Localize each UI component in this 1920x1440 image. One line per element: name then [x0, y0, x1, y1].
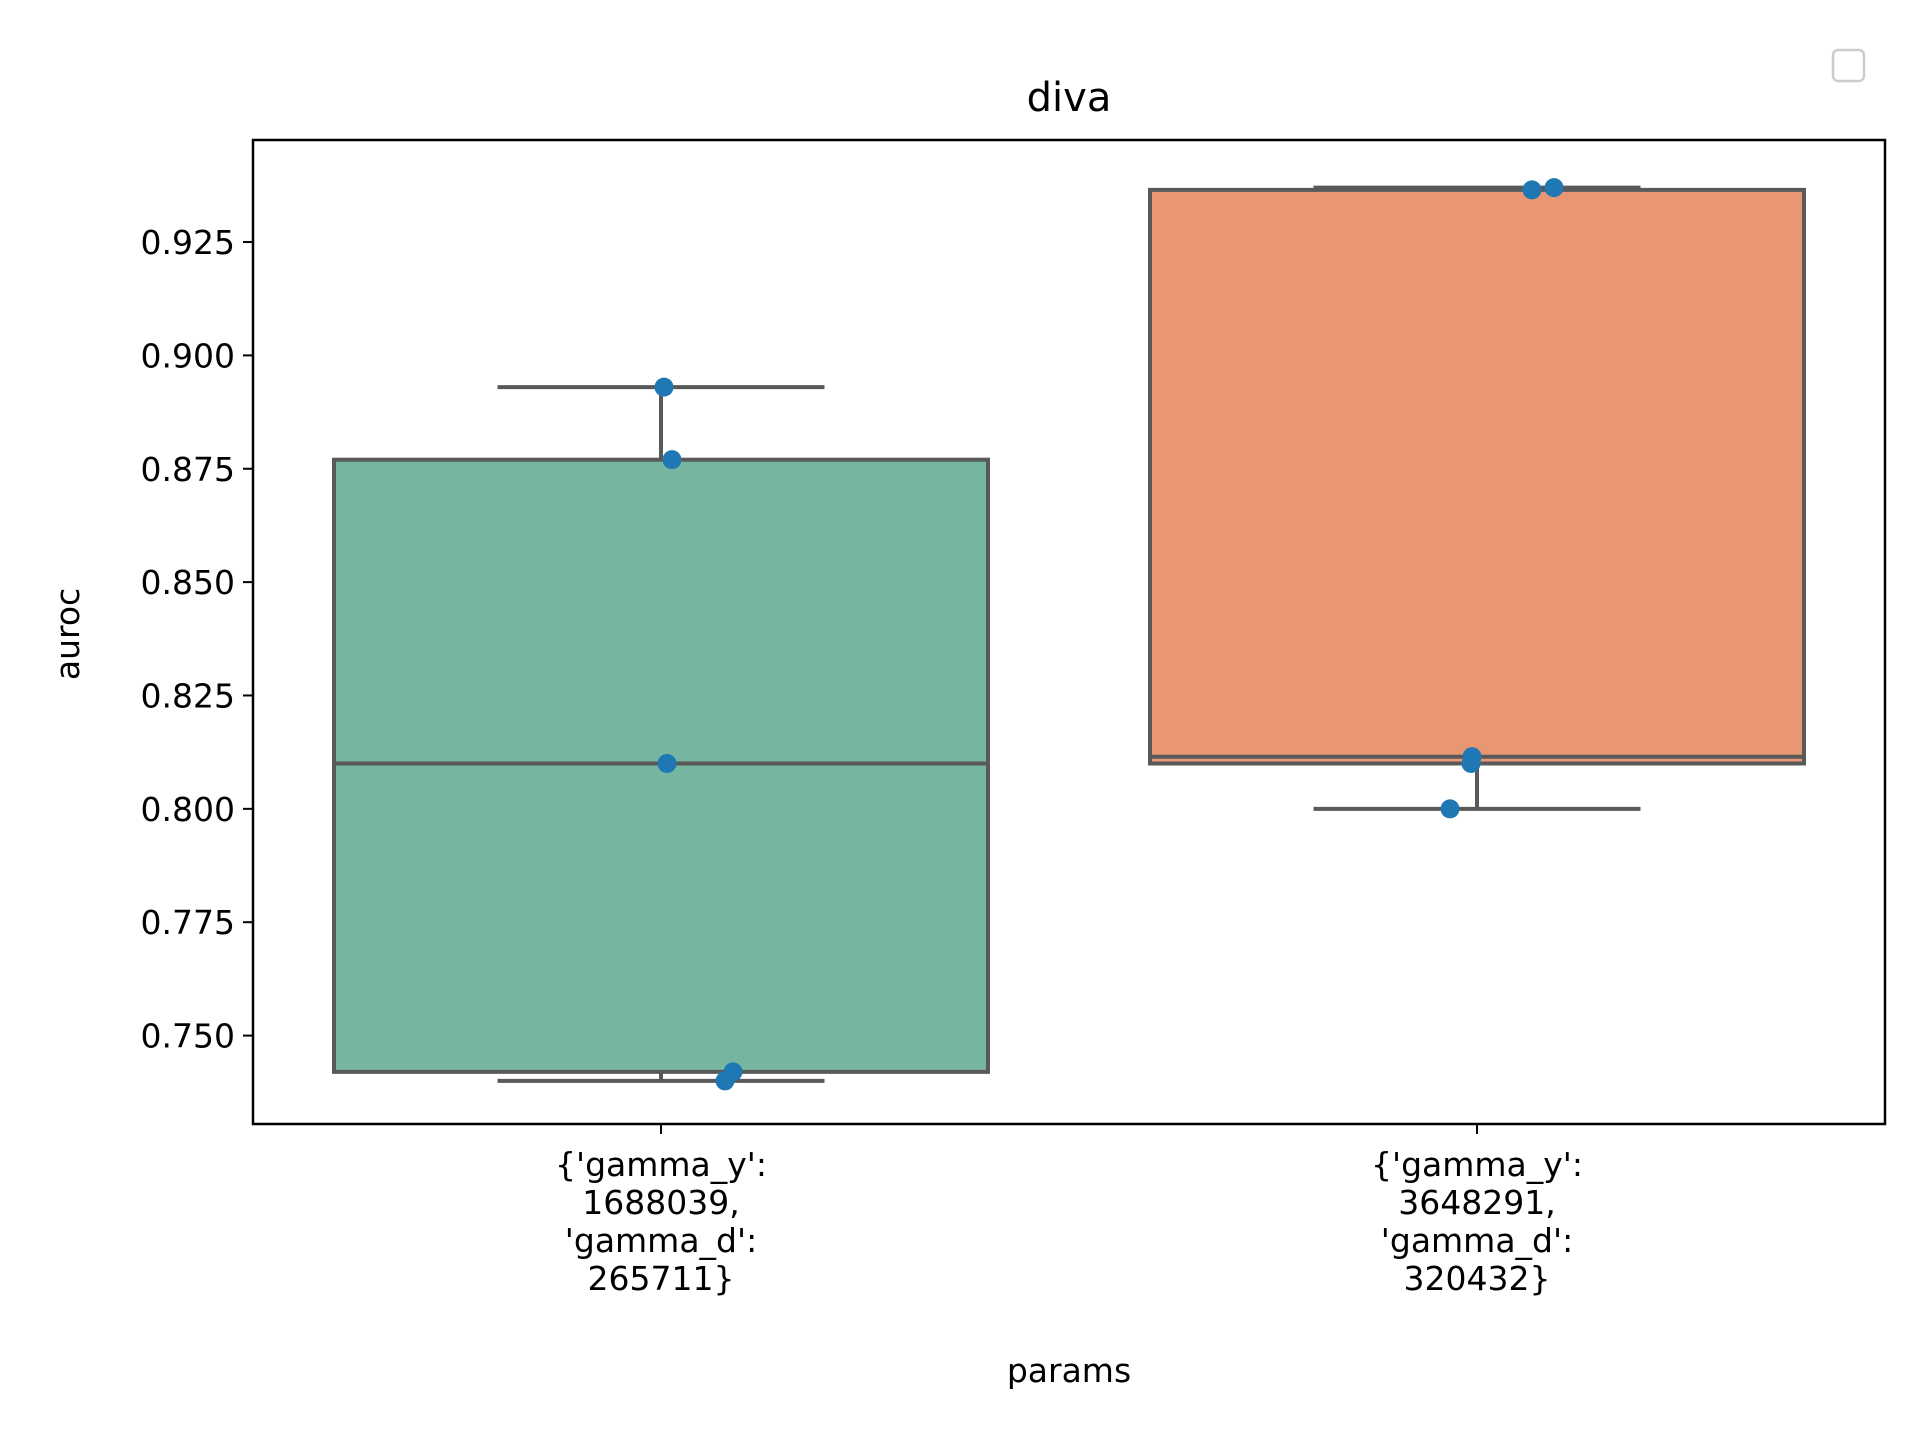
y-tick-label: 0.875 [141, 450, 235, 489]
x-tick-label-line: {'gamma_y': [1371, 1145, 1583, 1184]
data-point [715, 1071, 735, 1091]
y-tick-label: 0.850 [141, 563, 235, 602]
chart-title: diva [1027, 75, 1112, 121]
y-tick-label: 0.750 [141, 1017, 235, 1056]
y-tick-label: 0.825 [141, 676, 235, 715]
x-tick-label: {'gamma_y': 1688039,'gamma_d': 265711} [555, 1145, 767, 1298]
data-point [654, 377, 674, 397]
x-tick-label-line: 'gamma_d': [1381, 1221, 1573, 1260]
plot-area: 0.750 0.775 0.800 0.825 0.850 0.875 0.900 0.925… [141, 138, 1887, 1298]
y-tick-label: 0.800 [141, 790, 235, 829]
y-tick-label: 0.900 [141, 336, 235, 375]
data-point [1544, 178, 1564, 198]
x-axis-label: params [1007, 1351, 1131, 1390]
plot-frame [251, 138, 1887, 1126]
data-point [657, 754, 677, 774]
data-point [1461, 754, 1481, 774]
data-point [1522, 180, 1542, 200]
box [1148, 187, 1806, 766]
x-tick-label-line: 'gamma_d': [565, 1221, 757, 1260]
data-point [662, 450, 682, 470]
x-tick-label-line: {'gamma_y': [555, 1145, 767, 1184]
y-tick-label: 0.925 [141, 223, 235, 262]
x-tick-label-line: 3648291, [1398, 1183, 1555, 1222]
x-tick-label-line: 320432} [1404, 1259, 1551, 1298]
y-tick-label: 0.775 [141, 903, 235, 942]
data-point [1440, 799, 1460, 819]
x-tick-label-line: 1688039, [582, 1183, 739, 1222]
y-axis-label: auroc [48, 588, 87, 680]
x-tick-label-line: 265711} [588, 1259, 735, 1298]
legend-box [1831, 48, 1866, 83]
x-tick-label: {'gamma_y': 3648291,'gamma_d': 320432} [1371, 1145, 1583, 1298]
